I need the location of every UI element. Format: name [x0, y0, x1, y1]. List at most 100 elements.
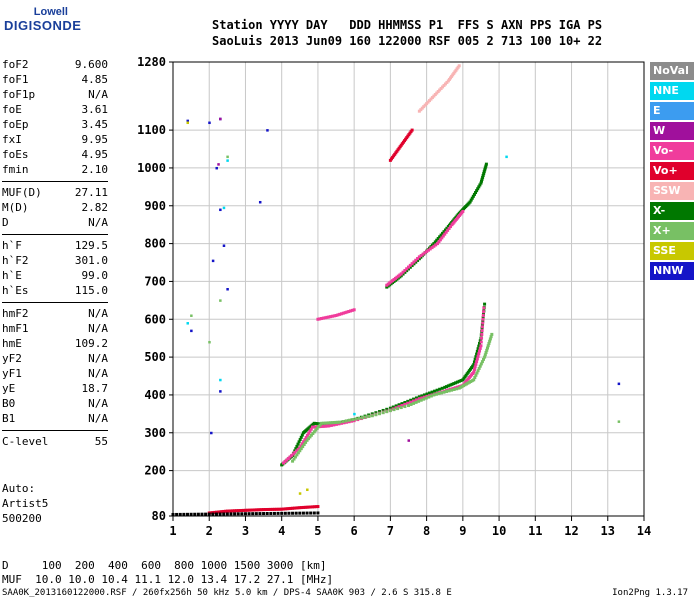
- autoscale-info: Auto: Artist5 500200: [2, 482, 48, 527]
- echo-point: [472, 370, 476, 374]
- echo-point: [471, 194, 475, 198]
- y-tick-label: 1100: [137, 123, 166, 137]
- param-value: 129.5: [74, 239, 108, 252]
- param-value: N/A: [88, 367, 108, 380]
- echo-point: [317, 425, 321, 429]
- echo-point: [409, 400, 413, 404]
- echo-point: [481, 317, 485, 321]
- param-value: 9.600: [74, 58, 108, 71]
- echo-point: [434, 243, 438, 247]
- x-tick-label: 9: [459, 524, 466, 538]
- echo-point: [251, 512, 255, 516]
- echo-point: [285, 507, 289, 511]
- echo-point: [475, 189, 479, 193]
- echo-point: [473, 365, 477, 369]
- echo-point: [442, 230, 446, 234]
- echo-point: [388, 409, 392, 413]
- echo-point: [417, 109, 421, 113]
- echo-point: [291, 452, 295, 456]
- echo-point: [276, 511, 280, 515]
- echo-point: [269, 511, 273, 515]
- station-header: Station YYYY DAY DDD HHMMSS P1 FFS S AXN…: [212, 18, 602, 50]
- echo-point: [293, 455, 297, 459]
- echo-point: [208, 340, 211, 344]
- echo-point: [226, 159, 229, 162]
- echo-point: [347, 310, 351, 314]
- echo-point: [287, 511, 291, 515]
- param-value: 2.10: [81, 163, 109, 176]
- echo-point: [220, 510, 224, 514]
- scaled-parameters: foF2 9.600 foF1 4.85 foF1p N/A foE 3.61 foEp 3.45…: [2, 58, 108, 450]
- echo-point: [455, 67, 459, 71]
- echo-point: [329, 315, 333, 319]
- echo-point: [325, 424, 329, 428]
- echo-point: [396, 148, 400, 152]
- echo-point: [478, 346, 482, 350]
- echo-point: [419, 254, 423, 258]
- echo-point: [472, 192, 476, 196]
- echo-point: [286, 456, 290, 460]
- echo-point: [483, 302, 487, 306]
- param-value: 27.11: [74, 186, 108, 199]
- echo-point: [435, 238, 439, 242]
- echo-point: [196, 512, 200, 516]
- echo-point: [454, 68, 458, 72]
- echo-point: [455, 380, 459, 384]
- echo-point: [395, 149, 399, 153]
- echo-point: [290, 453, 294, 457]
- echo-point: [475, 352, 479, 356]
- echo-point: [438, 88, 442, 92]
- echo-point: [296, 442, 300, 446]
- echo-point: [477, 344, 481, 348]
- x-tick-label: 3: [242, 524, 249, 538]
- echo-point: [304, 440, 308, 444]
- echo-point: [456, 65, 460, 69]
- echo-point: [295, 444, 299, 448]
- echo-point: [417, 399, 421, 403]
- param-row: foE 3.61: [2, 103, 108, 118]
- echo-point: [233, 509, 237, 513]
- echo-point: [505, 155, 508, 159]
- param-value: 99.0: [81, 269, 109, 282]
- echo-point: [240, 508, 244, 512]
- y-tick-label: 1280: [137, 55, 166, 69]
- echo-point: [266, 129, 269, 132]
- param-key: hmF2: [2, 307, 29, 320]
- param-key: B1: [2, 412, 16, 425]
- echo-point: [484, 351, 488, 355]
- param-value: 115.0: [74, 284, 108, 297]
- param-row: h`F 129.5: [2, 239, 108, 254]
- echo-point: [480, 323, 484, 327]
- echo-point: [474, 191, 478, 195]
- echo-point: [446, 79, 450, 83]
- echo-point: [293, 450, 297, 454]
- param-value: 9.95: [81, 133, 109, 146]
- echo-point: [319, 425, 323, 429]
- echo-point: [483, 355, 487, 359]
- auto-code: 500200: [2, 512, 42, 525]
- param-row: foEp 3.45: [2, 118, 108, 133]
- echo-point: [307, 505, 311, 509]
- param-separator: [2, 302, 108, 303]
- x-tick-label: 13: [601, 524, 615, 538]
- x-tick-label: 14: [637, 524, 651, 538]
- param-key: h`F: [2, 239, 22, 252]
- echo-point: [323, 316, 327, 320]
- plot-grid: [172, 61, 645, 517]
- param-key: M(D): [2, 201, 29, 214]
- echo-point: [349, 309, 353, 313]
- echo-point: [341, 311, 345, 315]
- echo-point: [385, 410, 389, 414]
- muf-table: D 100 200 400 600 800 1000 1500 3000 [km…: [2, 559, 333, 587]
- echo-point: [403, 401, 407, 404]
- param-value: N/A: [88, 88, 108, 101]
- echo-point: [400, 404, 404, 408]
- echo-point: [294, 511, 298, 515]
- echo-point: [299, 435, 303, 439]
- echo-point: [454, 381, 458, 385]
- echo-point: [441, 85, 445, 89]
- echo-point: [285, 458, 289, 462]
- echo-point: [401, 272, 405, 276]
- echo-point: [175, 512, 179, 516]
- echo-point: [338, 312, 342, 316]
